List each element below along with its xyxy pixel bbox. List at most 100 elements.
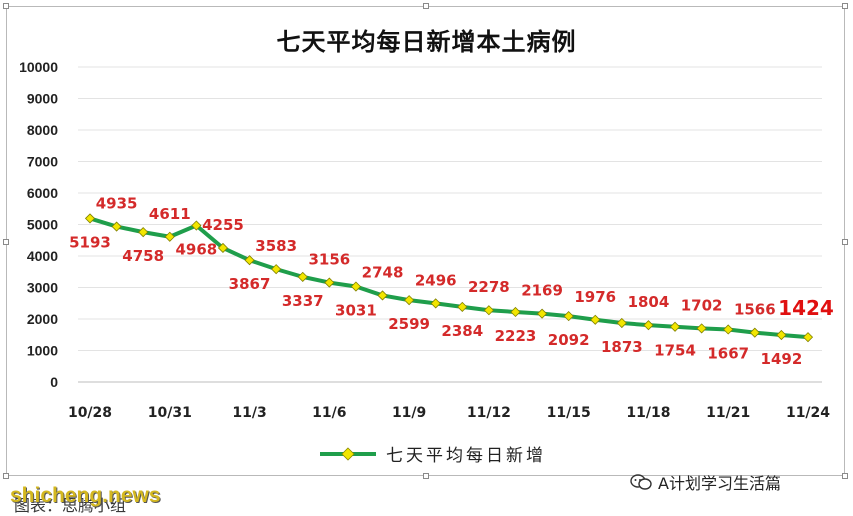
data-point [537,308,548,319]
wechat-icon [630,474,652,490]
data-point [404,295,415,306]
data-label: 3337 [282,292,324,310]
y-tick-label: 0 [50,374,58,390]
data-label: 1873 [601,338,643,356]
data-label: 4611 [149,205,191,223]
x-tick-label: 11/9 [392,405,426,421]
resize-handle[interactable] [842,473,848,479]
data-point [776,329,787,341]
data-label: 1754 [654,342,696,360]
data-point [510,306,521,318]
data-point [297,271,308,282]
watermark-left: shicheng.news [10,484,161,507]
data-label: 1667 [707,344,749,362]
data-point [563,311,574,322]
data-point [324,277,335,288]
x-tick-label: 11/21 [706,405,750,421]
data-point [749,327,760,338]
data-label: 3156 [308,251,350,269]
watermark-right-text: A计划学习生活篇 [658,474,781,493]
x-tick-label: 11/6 [312,405,346,421]
data-point [111,221,122,232]
data-label: 5193 [69,233,111,251]
chart-frame [3,3,848,479]
data-point [430,298,441,309]
data-point [457,301,468,312]
x-tick-label: 10/31 [148,405,192,421]
y-tick-label: 6000 [27,185,58,201]
data-label: 2223 [495,327,537,345]
data-label: 3031 [335,302,377,320]
data-label: 4758 [122,247,164,265]
series-markers [84,213,814,343]
data-label: 1492 [761,350,803,368]
data-label: 3583 [255,237,297,255]
data-point [669,321,681,332]
data-label: 1566 [734,301,776,319]
y-tick-label: 10000 [19,59,58,75]
resize-handle[interactable] [423,3,429,9]
data-label: 3867 [229,275,271,293]
data-labels: 5193 4935 4758 4611 4968 4255 3867 3583 3337 3156… [69,195,834,368]
data-label: 1702 [681,296,723,314]
resize-handle[interactable] [3,239,9,245]
data-point [696,323,707,334]
gridlines [78,66,822,383]
x-tick-label: 11/15 [547,405,591,421]
data-label: 2496 [415,271,457,289]
resize-handle[interactable] [842,239,848,245]
data-point [244,255,255,266]
data-label: 1976 [574,288,616,306]
data-point [350,281,361,292]
y-tick-label: 3000 [27,280,58,296]
y-tick-label: 2000 [27,311,58,327]
resize-handle[interactable] [3,473,9,479]
y-tick-label: 1000 [27,343,58,359]
data-point [483,305,494,316]
data-label: 2599 [388,315,430,333]
data-point [377,290,388,301]
data-label: 2278 [468,278,510,296]
data-point [590,314,601,325]
x-tick-label: 10/28 [68,405,112,421]
data-label: 1424 [778,296,834,320]
resize-handle[interactable] [423,473,429,479]
x-axis-ticks: 10/28 10/31 11/3 11/6 11/9 11/12 11/15 11/18 11/… [68,405,830,421]
y-axis-ticks: 0 1000 2000 3000 4000 5000 6000 7000 8000 9000 100… [19,59,58,390]
data-label: 1804 [628,293,670,311]
chart-title: 七天平均每日新增本土病例 [276,28,577,56]
data-label: 2169 [521,282,563,300]
x-tick-label: 11/18 [626,405,670,421]
y-tick-label: 8000 [27,122,58,138]
data-point [191,220,202,231]
y-tick-label: 9000 [27,91,58,107]
resize-handle[interactable] [3,3,9,9]
resize-handle[interactable] [842,3,848,9]
x-tick-label: 11/12 [467,405,511,421]
data-label: 2748 [362,263,404,281]
x-tick-label: 11/3 [232,405,266,421]
data-point [164,231,175,242]
data-point [138,227,149,238]
x-tick-label: 11/24 [786,405,830,421]
watermark-right: A计划学习生活篇 [630,470,781,494]
chart-caption: 图表：思腾小组 [14,496,127,515]
data-label: 4968 [175,241,217,259]
data-point [271,264,282,275]
legend-label: 七天平均每日新增 [386,446,546,466]
data-point [723,324,734,335]
data-point [616,317,627,329]
y-tick-label: 5000 [27,217,58,233]
series-line [89,216,809,340]
data-label: 4935 [96,195,138,213]
data-label: 2092 [548,331,590,349]
legend: 七天平均每日新增 [318,441,546,466]
data-point [802,332,814,343]
data-point [84,213,96,224]
y-tick-label: 7000 [27,154,58,170]
data-point [217,242,229,254]
series-line-path [89,216,809,340]
data-label: 4255 [202,216,244,234]
data-label: 2384 [441,322,483,340]
legend-swatch [320,446,376,461]
